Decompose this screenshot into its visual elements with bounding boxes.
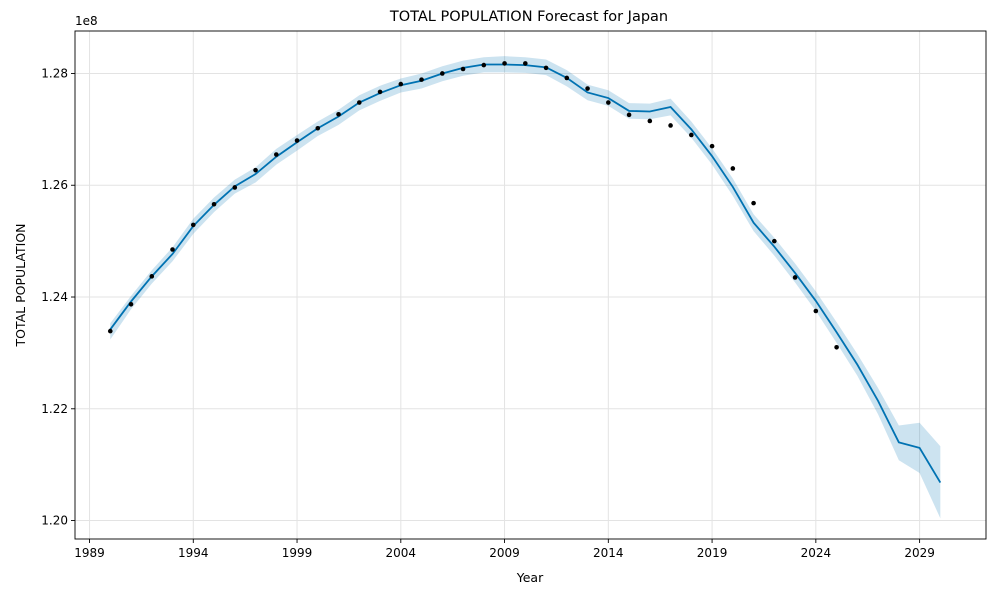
actual-point: [606, 100, 611, 105]
actual-point: [419, 77, 424, 82]
x-tick-label: 2009: [489, 546, 520, 560]
actual-point: [523, 61, 528, 66]
actual-point: [440, 71, 445, 76]
actual-point: [253, 167, 258, 173]
y-axis-ticks: 1.20 1.22 1.24 1.26 1.28: [41, 66, 75, 528]
x-tick-label: 1989: [74, 546, 105, 560]
chart-title: TOTAL POPULATION Forecast for Japan: [389, 9, 668, 25]
x-tick-label: 1999: [282, 546, 313, 560]
plot-frame: [74, 30, 987, 540]
actual-point: [398, 81, 404, 87]
actual-point: [730, 166, 736, 171]
actual-point: [564, 75, 570, 81]
x-tick-label: 2014: [593, 546, 624, 560]
actual-point: [751, 200, 756, 206]
actual-point: [813, 308, 819, 314]
grid-lines: [75, 31, 986, 539]
y-tick-label: 1.22: [41, 402, 68, 416]
actual-point: [190, 222, 196, 228]
y-tick-label: 1.24: [41, 290, 68, 304]
y-tick-label: 1.20: [41, 514, 68, 528]
actual-point: [273, 152, 279, 157]
y-tick-label: 1.26: [41, 178, 68, 192]
x-tick-label: 1994: [178, 546, 209, 560]
x-axis-label: Year: [516, 570, 544, 585]
actual-point: [315, 125, 321, 131]
x-tick-label: 2004: [386, 546, 417, 560]
actual-point: [585, 86, 590, 91]
actual-point: [149, 274, 155, 279]
y-axis-label: TOTAL POPULATION: [13, 223, 28, 347]
actual-point: [232, 185, 238, 190]
actual-point: [647, 118, 653, 124]
x-tick-label: 2019: [697, 546, 728, 560]
y-tick-label: 1.28: [41, 66, 68, 80]
actual-point: [357, 100, 362, 105]
actual-point: [792, 275, 798, 280]
actual-point: [211, 201, 217, 207]
actual-point: [128, 301, 134, 307]
actual-point: [107, 328, 113, 334]
actual-point: [294, 138, 300, 143]
x-axis-ticks: 1989 1994 1999 2004 2009 2014 2019 2024 2029: [74, 539, 935, 560]
actual-point: [626, 112, 632, 118]
actual-point: [543, 65, 549, 71]
actual-point: [834, 345, 839, 350]
actual-point: [502, 61, 507, 66]
actual-point: [689, 132, 694, 138]
actual-point: [377, 89, 383, 95]
actual-point: [170, 247, 175, 252]
actual-point: [709, 143, 715, 149]
actual-point: [668, 123, 673, 128]
actual-points: [107, 61, 839, 350]
actual-point: [336, 111, 341, 117]
actual-point: [481, 62, 487, 68]
actual-point: [460, 66, 466, 72]
actual-point: [772, 238, 777, 244]
x-tick-label: 2024: [801, 546, 832, 560]
x-tick-label: 2029: [904, 546, 935, 560]
y-offset-label: 1e8: [75, 14, 98, 28]
